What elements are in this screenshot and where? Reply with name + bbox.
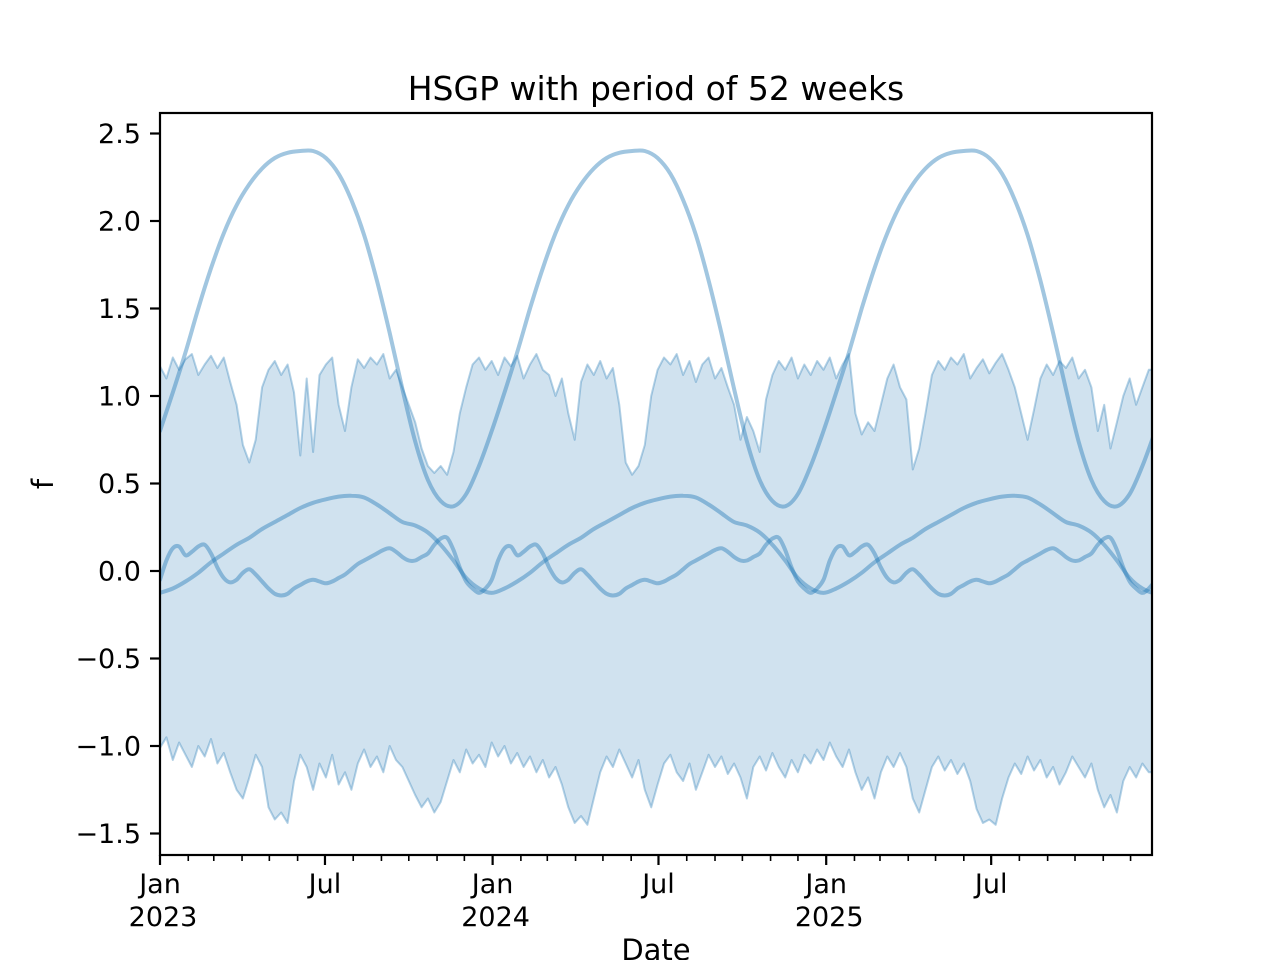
y-tick-label: −0.5 <box>75 644 141 675</box>
x-tick-label: Jul <box>307 869 342 900</box>
x-tick-label: Jul <box>640 869 675 900</box>
x-tick-label: Jul <box>973 869 1008 900</box>
y-tick-label: 2.0 <box>98 207 141 238</box>
x-tick-label: Jan <box>137 869 181 900</box>
y-tick-label: 1.5 <box>98 294 141 325</box>
y-axis-label: f <box>26 478 60 490</box>
x-tick-year-label: 2024 <box>461 902 530 933</box>
x-tick-label: Jan <box>803 869 847 900</box>
y-tick-label: 1.0 <box>98 382 141 413</box>
y-tick-label: −1.0 <box>75 732 141 763</box>
x-tick-year-label: 2025 <box>795 902 864 933</box>
y-tick-label: 2.5 <box>98 119 141 150</box>
sample-small-wiggly <box>160 534 1152 598</box>
y-tick-label: 0.5 <box>98 469 141 500</box>
x-tick-year-label: 2023 <box>129 902 198 933</box>
sample-medium-annual <box>160 493 1152 595</box>
y-tick-label: −1.5 <box>75 819 141 850</box>
y-tick-label: 0.0 <box>98 557 141 588</box>
sample-large-annual <box>160 148 1152 509</box>
x-axis-label: Date <box>621 933 691 960</box>
x-tick-label: Jan <box>470 869 514 900</box>
tick-marks <box>150 132 1132 865</box>
uncertainty-band <box>160 353 1152 826</box>
tick-labels: 2.52.01.51.00.50.0−0.5−1.0−1.5Jan2023Jul… <box>75 119 1007 933</box>
plot-contents <box>160 148 1152 826</box>
chart-title: HSGP with period of 52 weeks <box>407 69 905 108</box>
